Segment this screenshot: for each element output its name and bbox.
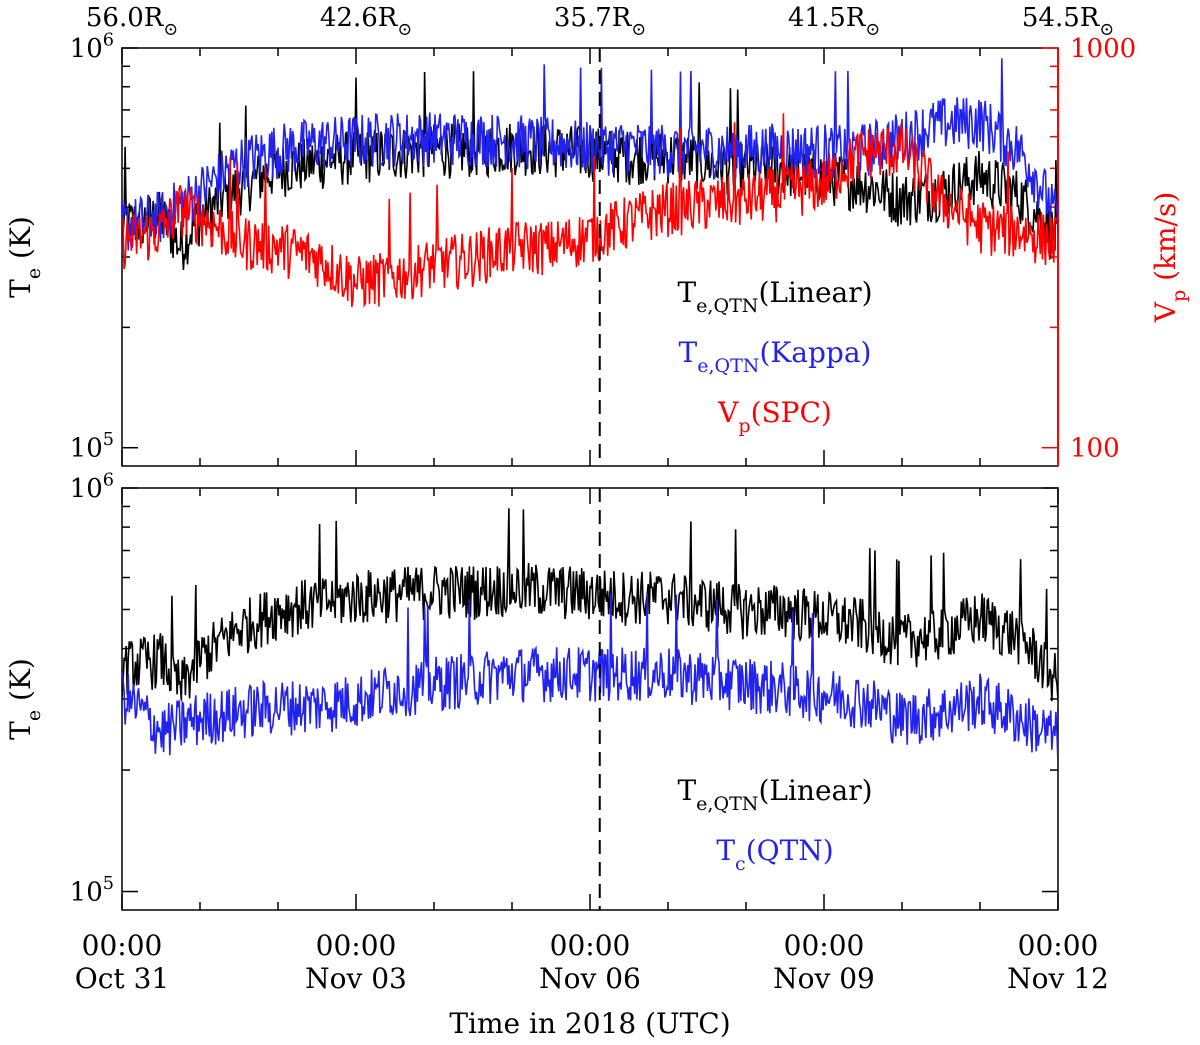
x-tick-date: Nov 09: [773, 962, 875, 995]
x-tick-date: Nov 12: [1007, 962, 1109, 995]
x-tick-time: 00:00: [316, 929, 397, 962]
top-axis-label: 56.0R⊙: [86, 3, 178, 40]
top-axis-label: 41.5R⊙: [788, 3, 880, 40]
legend-entry: Te,QTN(Linear): [677, 276, 872, 317]
x-tick-date: Oct 31: [75, 962, 169, 995]
y2-axis-label: Vp (km/s): [1149, 192, 1190, 324]
x-axis-label: Time in 2018 (UTC): [449, 1007, 730, 1040]
top-axis-label: 35.7R⊙: [554, 3, 646, 40]
x-tick-time: 00:00: [1018, 929, 1099, 962]
series-line: [122, 58, 1058, 251]
y-axis-label: Te (K): [4, 658, 45, 740]
y-tick-label: 105: [70, 430, 114, 464]
y2-tick-label: 1000: [1070, 34, 1136, 64]
x-tick-time: 00:00: [784, 929, 865, 962]
panel-2: 105 106 Te (K) Te,QTN(Linear) Tc(QTN): [4, 470, 1059, 911]
legend-entry: Vp(SPC): [717, 396, 832, 437]
legend-entry: Te,QTN(Linear): [677, 774, 872, 815]
top-axis-label: 54.5R⊙: [1022, 3, 1114, 40]
legend-entry: Tc(QTN): [716, 834, 833, 875]
panel-1: 105 106 Te (K) 100 1000 Vp (km/s) 56.0R⊙ 42.6R⊙…: [4, 3, 1190, 467]
series-line: [122, 113, 1058, 308]
y-tick-label: 105: [70, 874, 114, 908]
legend-entry: Te,QTN(Kappa): [679, 336, 872, 377]
y2-tick-label: 100: [1070, 434, 1120, 464]
y-tick-label: 106: [70, 30, 114, 64]
top-axis-label: 42.6R⊙: [320, 3, 412, 40]
x-tick-date: Nov 06: [539, 962, 641, 995]
series-line: [122, 508, 1058, 702]
y-axis-label: Te (K): [4, 216, 45, 298]
x-tick-time: 00:00: [550, 929, 631, 962]
x-tick-date: Nov 03: [305, 962, 407, 995]
x-tick-time: 00:00: [82, 929, 163, 962]
y-tick-label: 106: [70, 470, 114, 504]
series-line: [122, 593, 1058, 765]
